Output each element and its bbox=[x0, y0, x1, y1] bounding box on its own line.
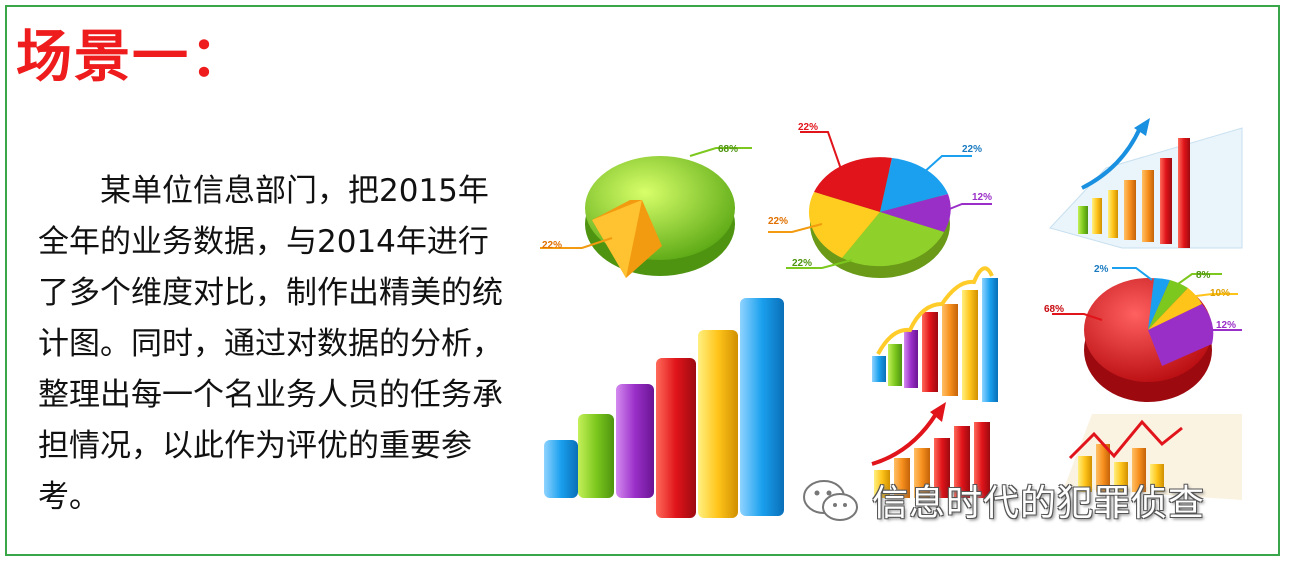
pie-label: 68% bbox=[718, 144, 738, 155]
trend-arrow bbox=[1081, 127, 1142, 190]
bar bbox=[934, 438, 950, 498]
bar-chart-zigzag bbox=[1064, 414, 1242, 500]
bar bbox=[656, 358, 696, 518]
bar-chart-large bbox=[544, 298, 784, 518]
slide-title: 场景一： bbox=[16, 25, 248, 90]
leader-line bbox=[540, 237, 613, 249]
bar bbox=[544, 440, 578, 498]
pie-label: 8% bbox=[1196, 270, 1211, 281]
pie-chart-red: 2% 8% 10% 12% 68% bbox=[1044, 264, 1242, 402]
bar bbox=[954, 426, 970, 498]
chart-illustration: 68% 22% 22% 22% 12% 22% 22% bbox=[540, 118, 1243, 518]
bar bbox=[1078, 456, 1092, 492]
bar bbox=[1096, 444, 1110, 492]
leader-line bbox=[786, 259, 853, 269]
leader-line bbox=[1195, 293, 1238, 297]
bar-chart-red-arrow bbox=[871, 402, 990, 498]
bar bbox=[1142, 170, 1154, 242]
leader-line bbox=[1052, 313, 1103, 321]
wechat-icon bbox=[803, 480, 858, 521]
bar-chart-3d-arrow bbox=[1049, 118, 1243, 249]
pie-label: 2% bbox=[1094, 264, 1109, 275]
pie-label: 12% bbox=[972, 192, 992, 203]
bar bbox=[1114, 462, 1128, 492]
body-paragraph: 某单位信息部门，把2015年全年的业务数据，与2014年进行了多个维度对比，制作… bbox=[38, 173, 503, 515]
bar bbox=[1092, 198, 1102, 234]
bar bbox=[888, 344, 902, 386]
bar bbox=[1108, 190, 1118, 238]
watermark-text: 信息时代的犯罪侦查 bbox=[872, 483, 1206, 524]
leader-line bbox=[1177, 273, 1222, 285]
bar bbox=[894, 458, 910, 498]
bar bbox=[1160, 158, 1172, 244]
bar bbox=[942, 304, 958, 396]
leader-line bbox=[800, 131, 843, 173]
pie-label: 12% bbox=[1216, 320, 1236, 331]
leader-line bbox=[1112, 267, 1153, 281]
bar bbox=[962, 290, 978, 400]
bar bbox=[922, 312, 938, 392]
pie-label: 22% bbox=[542, 240, 562, 251]
pie-label: 22% bbox=[768, 216, 788, 227]
leader-line bbox=[689, 147, 752, 157]
bar bbox=[974, 422, 990, 498]
bar bbox=[874, 470, 890, 498]
pie-label: 22% bbox=[962, 144, 982, 155]
bar bbox=[740, 298, 784, 516]
bar bbox=[616, 384, 654, 498]
bar bbox=[904, 330, 918, 388]
bar bbox=[578, 414, 614, 498]
body-text: 某单位信息部门，把2015年全年的业务数据，与2014年进行了多个维度对比，制作… bbox=[38, 166, 504, 523]
bar bbox=[872, 356, 886, 382]
bar bbox=[698, 330, 738, 518]
pie-chart-multicolor: 22% 22% 12% 22% 22% bbox=[768, 122, 992, 278]
bar bbox=[1124, 180, 1136, 240]
pie-chart-green: 68% 22% bbox=[540, 144, 752, 278]
bar bbox=[1150, 464, 1164, 492]
bar-chart-arcs bbox=[872, 266, 998, 402]
slide-frame bbox=[5, 5, 1280, 556]
bar bbox=[982, 278, 998, 402]
trend-line bbox=[1068, 419, 1183, 460]
bar bbox=[1132, 448, 1146, 492]
trend-arrow bbox=[871, 412, 938, 466]
bar bbox=[914, 448, 930, 498]
leader-line bbox=[941, 203, 992, 213]
bar bbox=[1078, 206, 1088, 234]
pie-label: 22% bbox=[792, 258, 812, 269]
bar bbox=[1178, 138, 1190, 248]
pie-label: 68% bbox=[1044, 304, 1064, 315]
pie-label: 10% bbox=[1210, 288, 1230, 299]
watermark: 信息时代的犯罪侦查 bbox=[800, 474, 1205, 526]
leader-line bbox=[768, 223, 823, 233]
pie-label: 22% bbox=[798, 122, 818, 133]
leader-line bbox=[921, 155, 972, 175]
